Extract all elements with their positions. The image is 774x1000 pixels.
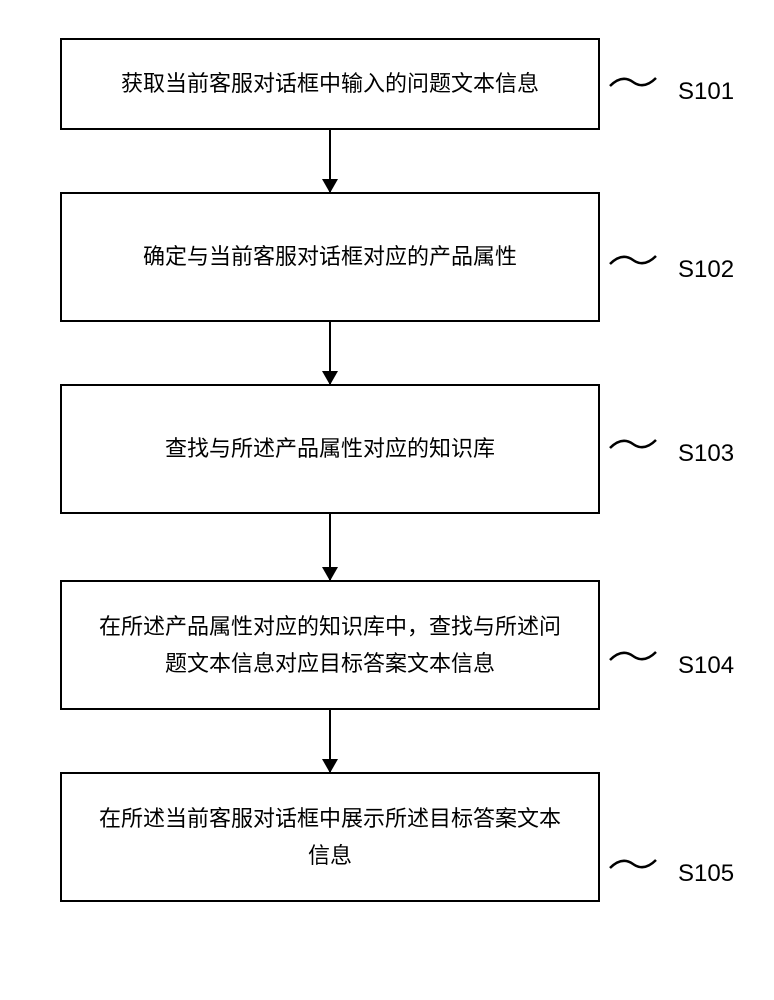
flow-node: 确定与当前客服对话框对应的产品属性 bbox=[60, 192, 600, 322]
connector-tilde-icon bbox=[608, 250, 658, 270]
node-text: 获取当前客服对话框中输入的问题文本信息 bbox=[121, 65, 539, 102]
node-text: 确定与当前客服对话框对应的产品属性 bbox=[143, 238, 517, 275]
node-text: 在所述产品属性对应的知识库中，查找与所述问题文本信息对应目标答案文本信息 bbox=[92, 608, 568, 683]
flowchart-container: 获取当前客服对话框中输入的问题文本信息 确定与当前客服对话框对应的产品属性 查找… bbox=[60, 38, 600, 902]
flow-node: 获取当前客服对话框中输入的问题文本信息 bbox=[60, 38, 600, 130]
step-label: S105 bbox=[678, 860, 734, 888]
flow-arrow bbox=[60, 322, 600, 384]
flow-node: 查找与所述产品属性对应的知识库 bbox=[60, 384, 600, 514]
flow-arrow bbox=[60, 130, 600, 192]
connector-tilde-icon bbox=[608, 434, 658, 454]
flow-arrow bbox=[60, 710, 600, 772]
node-text: 在所述当前客服对话框中展示所述目标答案文本信息 bbox=[92, 800, 568, 875]
step-label: S101 bbox=[678, 78, 734, 106]
flow-node: 在所述产品属性对应的知识库中，查找与所述问题文本信息对应目标答案文本信息 bbox=[60, 580, 600, 710]
step-label: S104 bbox=[678, 652, 734, 680]
flow-node: 在所述当前客服对话框中展示所述目标答案文本信息 bbox=[60, 772, 600, 902]
step-label: S103 bbox=[678, 440, 734, 468]
node-text: 查找与所述产品属性对应的知识库 bbox=[165, 430, 495, 467]
step-label: S102 bbox=[678, 256, 734, 284]
connector-tilde-icon bbox=[608, 72, 658, 92]
connector-tilde-icon bbox=[608, 646, 658, 666]
connector-tilde-icon bbox=[608, 854, 658, 874]
flow-arrow bbox=[60, 514, 600, 580]
